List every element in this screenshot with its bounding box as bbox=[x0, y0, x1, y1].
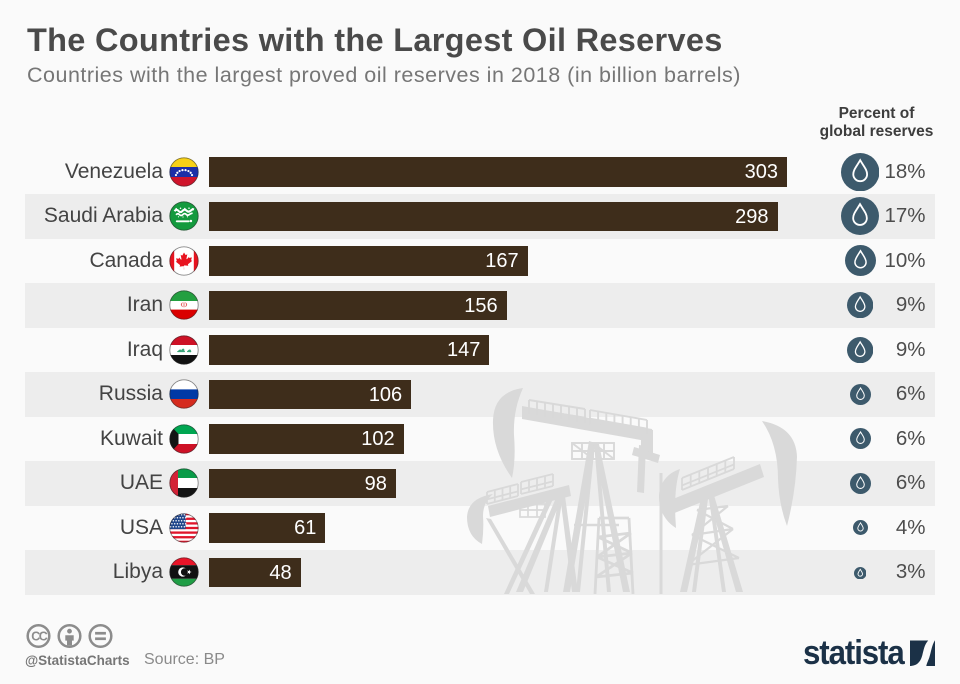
svg-text:CC: CC bbox=[31, 629, 47, 643]
svg-text:statista: statista bbox=[803, 637, 906, 669]
